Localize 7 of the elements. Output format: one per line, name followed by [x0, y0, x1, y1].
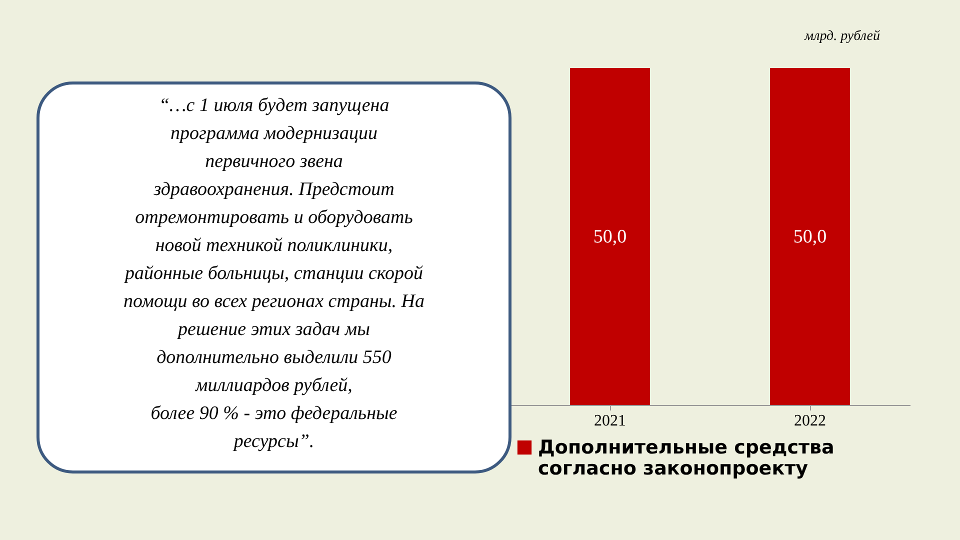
x-tick-label: 2022 — [794, 412, 826, 430]
data-label: 50,0 — [593, 226, 627, 248]
x-tick-label: 2021 — [594, 412, 626, 430]
text: “…с 1 июля будет запущена программа модернизации первичного звена здравоохранения. Предстоит отремонтировать и оборудовать новой техникой поликлиники, районные больницы, станции скорой помощи во всех регионах страны. На решение этих задач мы дополнительно выделили 550 миллиардов рублей, более 90 % - это федеральные ресурсы”. — [124, 95, 424, 452]
data-label: 50,0 — [793, 226, 827, 248]
legend-label: Дополнительные средства согласно законопроекту — [538, 436, 834, 480]
text: млрд. рублей — [804, 29, 880, 44]
